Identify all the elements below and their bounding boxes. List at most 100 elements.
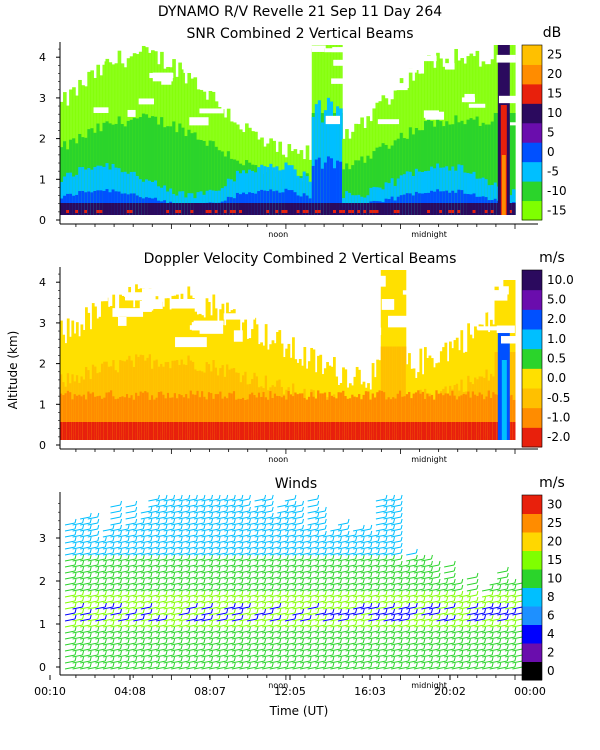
- wind-barb-flag: [393, 536, 395, 542]
- vel-cell: [462, 393, 466, 434]
- vel-cell: [187, 355, 191, 440]
- snr-cell: [266, 210, 270, 213]
- vel-cell: [166, 392, 170, 433]
- wind-barb: [102, 534, 114, 538]
- wind-barb-flag: [430, 656, 433, 662]
- wind-barb-flag: [256, 548, 259, 554]
- wind-barb-flag: [112, 548, 115, 554]
- vel-cell: [148, 399, 152, 440]
- wind-barb-flag: [393, 602, 395, 608]
- wind-barb-flag: [195, 614, 198, 620]
- wind-barb-flag: [264, 536, 267, 542]
- wind-barb-flag: [400, 590, 403, 596]
- vel-cell: [289, 422, 293, 440]
- wind-barb-flag: [271, 656, 274, 662]
- snr-cell: [375, 203, 380, 215]
- wind-barb-flag: [279, 572, 282, 578]
- wind-barb-flag: [195, 494, 198, 500]
- wind-barb: [375, 636, 387, 640]
- wind-barb: [224, 504, 235, 508]
- wind-barb: [171, 654, 182, 658]
- wind-barb-flag: [317, 548, 320, 554]
- wind-barb-flag: [157, 530, 160, 536]
- wind-barb-flag: [89, 608, 92, 614]
- snr-cell: [484, 124, 489, 215]
- vel-gap: [498, 286, 509, 295]
- wind-barb-flag: [173, 656, 176, 662]
- wind-barb: [133, 528, 144, 532]
- wind-barb: [292, 606, 303, 610]
- wind-barb: [451, 594, 462, 598]
- wind-barb-flag: [499, 590, 502, 596]
- wind-barb: [330, 666, 341, 670]
- wind-barb: [383, 648, 394, 652]
- wind-barb-flag: [195, 638, 198, 644]
- wind-barb: [353, 666, 364, 670]
- snr-cell: [326, 203, 331, 215]
- vel-cell: [285, 399, 288, 440]
- wind-barb-flag: [514, 602, 517, 608]
- wind-barb: [171, 660, 182, 664]
- wind-barb-flag: [385, 512, 388, 518]
- wind-barb-flag: [165, 542, 168, 548]
- wind-barb: [315, 570, 326, 574]
- wind-barb: [353, 618, 364, 622]
- colorbar-label: 20: [547, 67, 562, 81]
- wind-barb-flag: [271, 596, 274, 602]
- wind-barb-flag: [218, 602, 221, 608]
- wind-barb: [299, 648, 311, 652]
- wind-barb: [224, 654, 235, 658]
- vel-cell: [112, 396, 116, 437]
- wind-barb-flag: [157, 506, 160, 512]
- vel-cell: [201, 422, 204, 440]
- wind-barb: [178, 618, 189, 622]
- wind-barb: [292, 558, 303, 562]
- wind-barb: [133, 594, 144, 598]
- wind-barb-flag: [302, 656, 304, 662]
- wind-barb: [330, 606, 341, 610]
- wind-barb: [413, 624, 424, 628]
- wind-barb-flag: [157, 512, 160, 518]
- snr-cell: [490, 121, 495, 215]
- wind-barb: [368, 588, 379, 592]
- colorbar-segment: [522, 569, 542, 588]
- wind-barb: [140, 594, 151, 598]
- wind-barb-flag: [385, 620, 388, 626]
- wind-barb-flag: [430, 578, 433, 584]
- wind-barb-flag: [347, 608, 350, 614]
- vel-cell: [135, 422, 138, 440]
- wind-barb-flag: [226, 590, 229, 596]
- wind-barb-flag: [271, 518, 274, 524]
- wind-barb: [504, 606, 515, 610]
- snr-cell: [135, 175, 140, 215]
- wind-barb: [224, 534, 235, 538]
- wind-barb-flag: [135, 644, 138, 650]
- wind-barb-flag: [286, 650, 289, 656]
- wind-barb: [201, 522, 212, 526]
- wind-barb: [307, 660, 318, 664]
- wind-barb: [406, 660, 417, 664]
- wind-barb: [474, 636, 485, 640]
- vel-cell: [228, 392, 232, 433]
- wind-barb-flag: [142, 524, 145, 530]
- wind-barb-flag: [415, 662, 418, 668]
- wind-barb: [171, 618, 182, 622]
- wind-barb-flag: [112, 608, 115, 614]
- wind-barb: [512, 654, 523, 658]
- wind-barb-flag: [256, 662, 259, 668]
- wind-barb: [64, 606, 76, 610]
- wind-barb: [284, 528, 296, 532]
- wind-barb: [360, 564, 371, 568]
- wind-barb: [284, 570, 296, 574]
- wind-barb-flag: [203, 524, 206, 530]
- wind-barb: [193, 564, 205, 568]
- wind-barb: [193, 540, 205, 544]
- vel-cell: [157, 422, 161, 440]
- wind-barb-flag: [355, 566, 358, 572]
- vel-gap: [199, 323, 224, 334]
- colorbar-label: 25: [547, 516, 562, 530]
- snr-cell: [457, 164, 461, 215]
- wind-barb-flag: [476, 596, 479, 602]
- wind-barb-flag: [400, 644, 403, 650]
- colorbar-label: 20: [547, 534, 562, 548]
